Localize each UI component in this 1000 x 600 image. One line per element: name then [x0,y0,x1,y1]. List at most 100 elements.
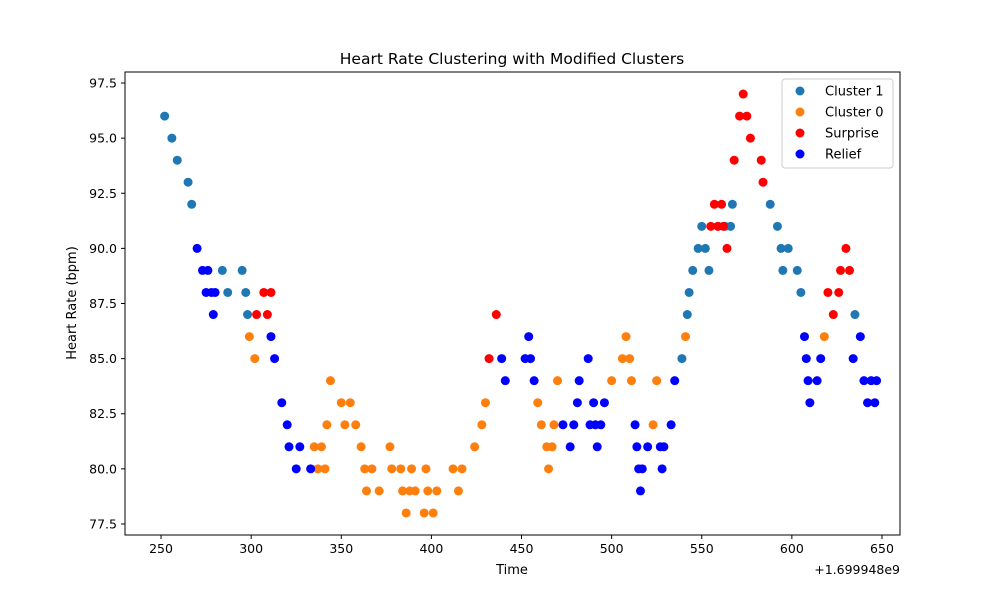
data-point [626,376,636,386]
data-point [735,111,745,121]
data-point [526,354,536,364]
y-tick-label: 90.0 [89,241,117,256]
data-point [187,199,197,209]
data-point [648,420,658,430]
data-point [706,221,716,231]
data-point [241,287,251,297]
data-point [872,376,882,386]
data-point [632,442,642,452]
data-point [855,332,865,342]
data-point [758,177,768,187]
data-point [700,243,710,253]
data-point [677,354,687,364]
y-tick-label: 85.0 [89,351,117,366]
data-point [367,464,377,474]
data-point [266,332,276,342]
data-point [845,265,855,275]
legend-marker [795,128,805,138]
data-point [529,376,539,386]
data-point [250,354,260,364]
data-point [544,464,554,474]
data-point [572,398,582,408]
data-point [500,376,510,386]
data-point [223,287,233,297]
data-point [291,464,301,474]
data-point [208,310,218,320]
data-point [848,354,858,364]
y-tick-label: 97.5 [89,76,117,91]
legend-label: Cluster 0 [825,106,884,121]
data-point [270,354,280,364]
data-point [727,199,737,209]
data-point [765,199,775,209]
data-point [547,442,557,452]
x-tick-label: 450 [510,541,534,556]
y-tick-label: 80.0 [89,461,117,476]
x-tick-label: 650 [870,541,894,556]
data-point [681,332,691,342]
data-point [596,420,606,430]
y-tick-label: 77.5 [89,516,117,531]
data-point [625,354,635,364]
data-point [776,243,786,253]
data-point [693,243,703,253]
data-point [360,464,370,474]
data-point [726,221,736,231]
data-point [262,310,272,320]
data-point [345,398,355,408]
data-point [799,332,809,342]
legend-label: Relief [825,148,862,163]
data-point [421,464,431,474]
data-point [828,310,838,320]
data-point [432,486,442,496]
x-tick-label: 300 [239,541,263,556]
data-point [841,243,851,253]
x-axis-offset-label: +1.699948e9 [814,562,900,577]
data-point [589,398,599,408]
data-point [533,398,543,408]
data-point [387,464,397,474]
x-axis-label: Time [495,563,528,578]
y-axis-label: Heart Rate (bpm) [65,246,80,360]
data-point [697,221,707,231]
x-tick-label: 500 [600,541,624,556]
data-point [652,376,662,386]
data-point [398,486,408,496]
legend-marker [795,107,805,117]
data-point [688,265,698,275]
data-point [819,332,829,342]
legend-marker [795,149,805,159]
legend-marker [795,86,805,96]
legend: Cluster 1 Cluster 0 Surprise Relief [781,78,894,169]
data-point [252,310,262,320]
y-axis: 77.5 80.0 82.5 85.0 87.5 90.0 92.5 95.0 97.5 [89,76,125,531]
chart-marks [160,89,882,518]
data-point [536,420,546,430]
x-tick-label: 550 [690,541,714,556]
data-point [237,265,247,275]
data-point [351,420,361,430]
data-point [717,199,727,209]
legend-entry: Cluster 0 [795,106,884,121]
data-point [796,287,806,297]
data-point [834,287,844,297]
data-point [282,420,292,430]
data-point [340,420,350,430]
y-tick-label: 82.5 [89,406,117,421]
data-point [738,89,748,99]
data-point [306,464,316,474]
data-point [599,398,609,408]
data-point [745,133,755,143]
data-point [322,420,332,430]
data-point [448,464,458,474]
data-point [684,287,694,297]
data-point [637,464,647,474]
data-point [803,376,813,386]
data-point [850,310,860,320]
data-point [320,464,330,474]
data-point [565,442,575,452]
data-point [569,420,579,430]
data-point [374,486,384,496]
data-point [407,464,417,474]
